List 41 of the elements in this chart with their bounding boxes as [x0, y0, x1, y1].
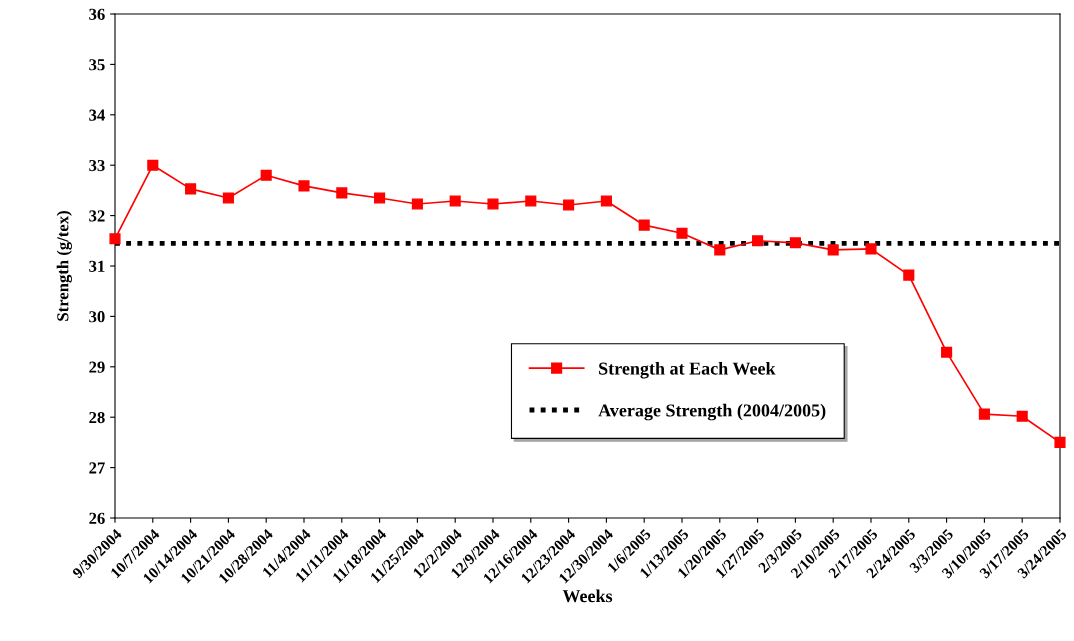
point	[411, 198, 423, 210]
point	[109, 233, 121, 245]
point	[336, 187, 348, 199]
point	[903, 269, 915, 281]
y-tick-label: 32	[89, 210, 105, 222]
y-tick-label: 26	[89, 512, 105, 524]
y-tick-label: 33	[89, 159, 105, 172]
point	[600, 195, 612, 207]
point	[978, 408, 990, 420]
x-axis-title: Weeks	[562, 589, 613, 603]
point	[449, 195, 461, 207]
point	[525, 195, 537, 207]
point	[185, 183, 197, 195]
point	[1054, 436, 1066, 448]
y-tick-label: 29	[89, 361, 105, 373]
point	[865, 243, 877, 255]
y-tick-label: 35	[89, 59, 105, 71]
y-tick-label: 31	[89, 260, 105, 272]
legend-label: Strength at Each Week	[599, 361, 776, 379]
y-tick-label: 28	[89, 411, 105, 424]
point	[260, 169, 272, 181]
point	[1016, 410, 1028, 422]
point	[789, 237, 801, 249]
legend-label: Average Strength (2004/2005)	[598, 403, 826, 421]
point	[563, 199, 575, 211]
point	[676, 227, 688, 239]
y-axis-title: Strength (g/tex)	[56, 211, 72, 321]
point	[941, 346, 953, 358]
point	[487, 198, 499, 210]
point	[752, 235, 764, 247]
point	[298, 180, 310, 192]
y-tick-label: 36	[89, 8, 105, 20]
point	[638, 219, 650, 231]
point	[374, 192, 386, 204]
point	[714, 244, 726, 256]
point	[147, 159, 159, 171]
y-tick-label: 34	[89, 109, 105, 121]
point	[222, 192, 234, 204]
y-tick-label: 27	[89, 462, 105, 474]
point	[827, 244, 839, 256]
y-tick-label: 30	[89, 311, 105, 323]
